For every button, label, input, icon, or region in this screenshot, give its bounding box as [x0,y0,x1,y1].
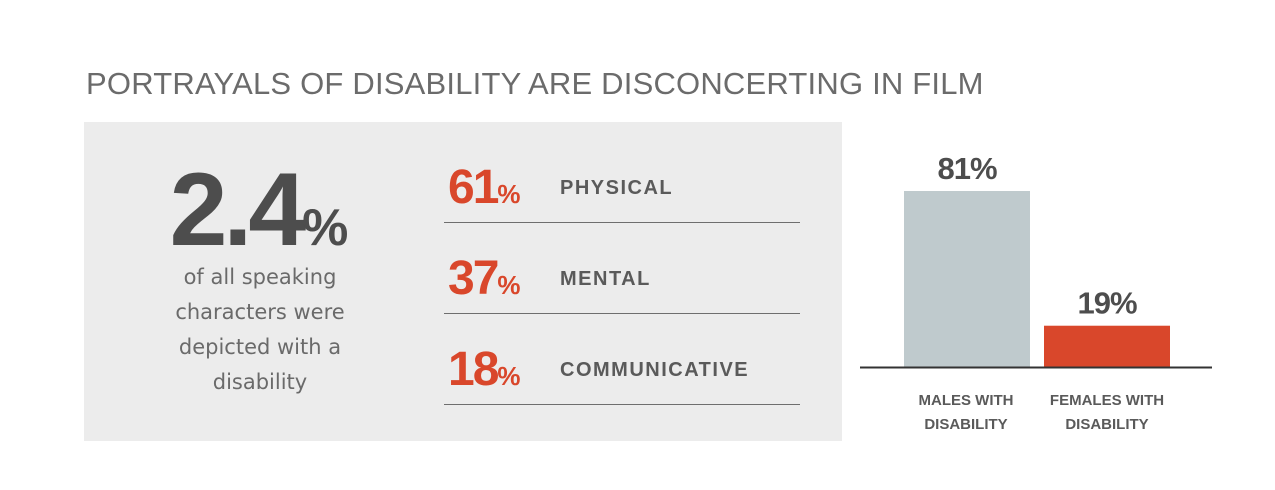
category-label-females: FEMALES WITH DISABILITY [1037,389,1177,437]
breakdown-label: COMMUNICATIVE [560,359,750,381]
headline-stat-unit: % [302,199,349,257]
description-line: depicted with a [178,335,342,359]
page-title: PORTRAYALS OF DISABILITY ARE DISCONCERTI… [86,66,984,101]
gender-bar-chart: 81% 19% [860,151,1212,369]
breakdown-row-communicative: 18% COMMUNICATIVE [444,346,800,405]
breakdown-value: 61 [448,161,499,214]
breakdown-value: 18 [448,343,499,396]
headline-stat: 2.4% [164,158,354,262]
breakdown-row-mental: 37% MENTAL [444,255,800,314]
breakdown-unit: % [497,270,521,300]
breakdown-percent: 61% [448,164,521,212]
breakdown-row-physical: 61% PHYSICAL [444,164,800,223]
breakdown-value: 37 [448,252,499,305]
description-line: characters were [175,300,345,324]
data-label: 81% [937,151,996,186]
breakdown-unit: % [497,179,521,209]
breakdown-label: PHYSICAL [560,177,674,199]
bar-males [904,191,1030,367]
category-label-line: FEMALES WITH [1049,392,1165,409]
category-label-line: DISABILITY [924,416,1008,433]
data-label: 19% [1077,286,1136,321]
category-label-line: MALES WITH [918,392,1014,409]
headline-stat-value: 2.4 [169,152,307,268]
category-label-males: MALES WITH DISABILITY [896,389,1036,437]
headline-stat-description: of all speaking characters were depicted… [150,260,370,400]
description-line: disability [212,370,308,394]
breakdown-percent: 37% [448,255,521,303]
breakdown-unit: % [497,361,521,391]
bar-females [1044,325,1170,367]
stats-panel: 2.4% of all speaking characters were dep… [84,122,842,441]
description-line: of all speaking [183,265,337,289]
breakdown-percent: 18% [448,346,521,394]
category-label-line: DISABILITY [1065,416,1149,433]
breakdown-label: MENTAL [560,268,651,290]
